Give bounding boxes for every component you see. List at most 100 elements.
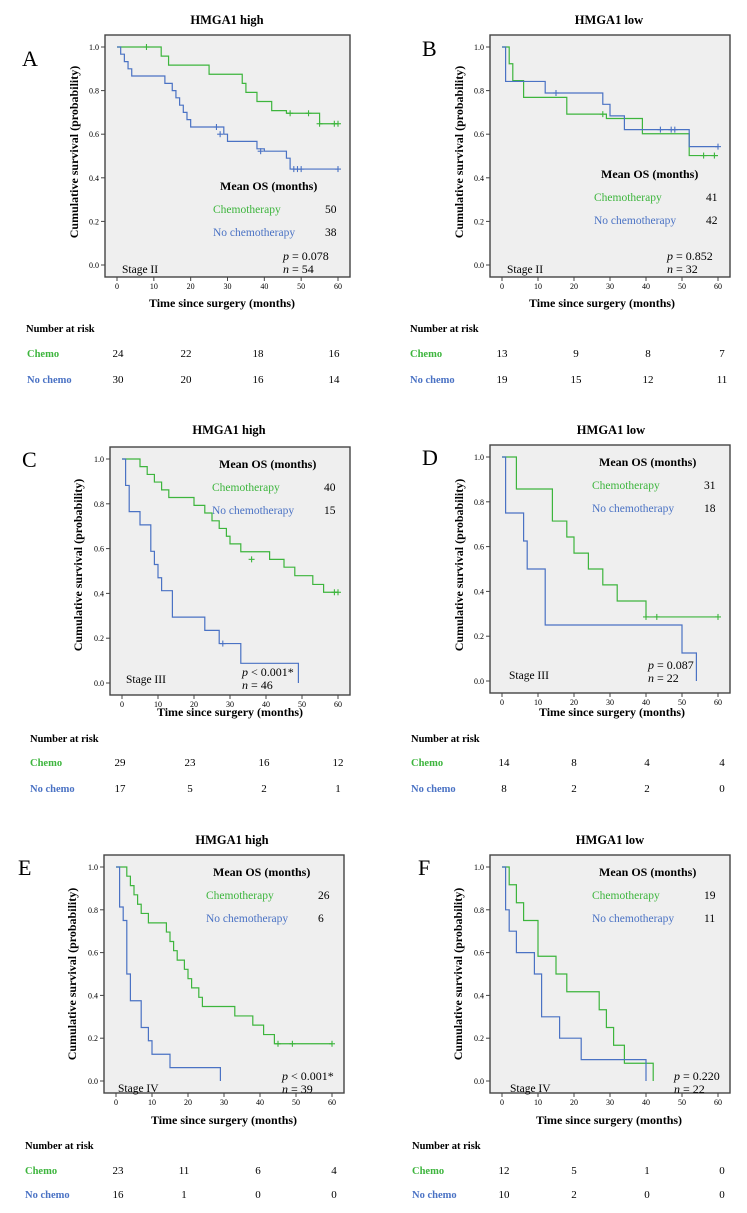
x-tick-label: 0: [500, 282, 504, 291]
mean-os-title: Mean OS (months): [219, 457, 316, 471]
mean-os-chemo-value: 50: [325, 204, 337, 216]
y-tick-label: 0.6: [474, 949, 484, 958]
risk-nochemo-count: 2: [571, 783, 577, 795]
no-chemo-curve: [502, 456, 697, 681]
y-tick-label: 0.8: [474, 498, 484, 507]
y-tick-label: 1.0: [94, 455, 104, 464]
risk-chemo-count: 29: [115, 757, 127, 769]
y-tick-label: 0.8: [89, 87, 99, 96]
plot-area: [103, 854, 345, 1094]
stage-label: Stage IV: [510, 1083, 551, 1095]
x-tick-label: 50: [298, 700, 306, 709]
risk-chemo-count: 1: [644, 1165, 650, 1177]
risk-chemo-count: 4: [719, 757, 725, 769]
y-tick-label: 0.2: [474, 1034, 484, 1043]
km-panel-a: A HMGA1 high 0.0 0.2 0.4 0.6 0.8 1.0 0 10 20 30 40 50…: [22, 13, 351, 386]
risk-table-title: Number at risk: [411, 734, 480, 745]
x-tick-label: 20: [187, 282, 195, 291]
y-tick-label: 0.6: [89, 130, 99, 139]
x-tick-label: 10: [534, 1098, 542, 1107]
risk-chemo-count: 13: [497, 348, 509, 360]
stage-label: Stage II: [122, 264, 158, 276]
y-tick-label: 0.4: [88, 991, 98, 1000]
legend-no-chemotherapy: No chemotherapy: [213, 227, 295, 239]
y-axis-label: Cumulative survival (probability): [67, 66, 81, 238]
risk-nochemo-count: 17: [115, 783, 127, 795]
x-tick-label: 30: [606, 1098, 614, 1107]
y-tick-label: 0.6: [88, 949, 98, 958]
risk-nochemo-count: 1: [181, 1189, 187, 1201]
risk-row-chemo-label: Chemo: [25, 1166, 57, 1177]
risk-nochemo-count: 30: [113, 374, 125, 386]
risk-table-title: Number at risk: [26, 324, 95, 335]
risk-row-nochemo-label: No chemo: [27, 375, 72, 386]
x-tick-label: 50: [678, 282, 686, 291]
risk-nochemo-count: 10: [499, 1189, 511, 1201]
no-chemo-curve: [502, 866, 647, 1081]
legend-chemotherapy: Chemotherapy: [592, 890, 660, 902]
x-tick-label: 50: [678, 698, 686, 707]
risk-nochemo-count: 14: [329, 374, 341, 386]
x-tick-label: 10: [154, 700, 162, 709]
risk-chemo-count: 12: [499, 1165, 510, 1177]
panel-label: B: [422, 36, 437, 61]
mean-os-chemo-value: 26: [318, 890, 330, 902]
p-value: p < 0.001*: [281, 1069, 334, 1083]
n-value: n = 22: [648, 671, 679, 685]
y-tick-label: 0.6: [474, 543, 484, 552]
legend-chemotherapy: Chemotherapy: [592, 480, 660, 492]
risk-nochemo-count: 0: [255, 1189, 261, 1201]
y-axis-label: Cumulative survival (probability): [452, 479, 466, 651]
risk-nochemo-count: 2: [261, 783, 267, 795]
x-tick-label: 40: [260, 282, 268, 291]
stage-label: Stage III: [126, 674, 166, 686]
risk-chemo-count: 16: [259, 757, 271, 769]
x-tick-label: 0: [114, 1098, 118, 1107]
n-value: n = 54: [283, 262, 314, 276]
x-tick-label: 20: [190, 700, 198, 709]
y-tick-label: 0.0: [94, 679, 104, 688]
legend-chemotherapy: Chemotherapy: [206, 890, 274, 902]
y-tick-label: 0.4: [474, 174, 484, 183]
x-tick-label: 50: [297, 282, 305, 291]
risk-nochemo-count: 0: [719, 1189, 725, 1201]
p-value: p < 0.001*: [241, 665, 294, 679]
risk-row-nochemo-label: No chemo: [410, 375, 455, 386]
risk-chemo-count: 23: [185, 757, 197, 769]
risk-nochemo-count: 16: [253, 374, 265, 386]
x-tick-label: 60: [714, 698, 722, 707]
km-panel-c: C HMGA1 high 0.0 0.2 0.4 0.6 0.8 1.0 0 10 20 30 40 50…: [22, 423, 351, 795]
mean-os-title: Mean OS (months): [599, 865, 696, 879]
risk-nochemo-count: 19: [497, 374, 509, 386]
y-tick-label: 1.0: [474, 453, 484, 462]
panel-label: F: [418, 855, 430, 880]
chemo-curve: [502, 46, 718, 157]
x-tick-label: 0: [120, 700, 124, 709]
p-value: p = 0.852: [666, 249, 713, 263]
x-tick-label: 10: [150, 282, 158, 291]
y-tick-label: 0.2: [89, 217, 99, 226]
x-tick-label: 0: [500, 1098, 504, 1107]
no-chemo-curve: [116, 866, 221, 1081]
chemo-curve: [502, 866, 654, 1081]
risk-nochemo-count: 20: [181, 374, 193, 386]
legend-chemotherapy: Chemotherapy: [213, 204, 281, 216]
panel-title: HMGA1 high: [190, 13, 263, 27]
mean-os-nochemo-value: 15: [324, 505, 336, 517]
risk-table-title: Number at risk: [412, 1141, 481, 1152]
chemo-curve: [116, 866, 332, 1045]
y-tick-label: 0.2: [474, 632, 484, 641]
p-value: p = 0.220: [673, 1069, 720, 1083]
x-tick-label: 0: [500, 698, 504, 707]
risk-chemo-count: 11: [179, 1165, 190, 1177]
y-tick-label: 1.0: [474, 863, 484, 872]
n-value: n = 39: [282, 1082, 313, 1096]
legend-no-chemotherapy: No chemotherapy: [594, 215, 676, 227]
x-tick-label: 40: [256, 1098, 264, 1107]
risk-nochemo-count: 11: [717, 374, 728, 386]
x-tick-label: 20: [570, 698, 578, 707]
y-tick-label: 1.0: [88, 863, 98, 872]
y-tick-label: 0.4: [474, 587, 484, 596]
mean-os-title: Mean OS (months): [220, 179, 317, 193]
